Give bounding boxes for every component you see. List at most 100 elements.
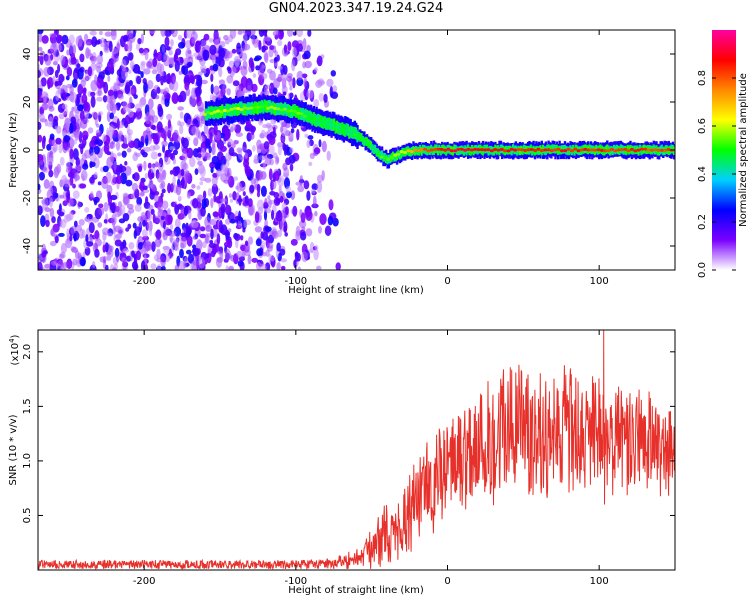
ridge-peak: [423, 147, 428, 151]
ridge-core: [210, 105, 213, 118]
noise-blob: [242, 60, 248, 70]
ridge-core: [279, 102, 283, 115]
noise-blob: [199, 65, 207, 71]
noise-blob: [199, 166, 206, 178]
noise-blob: [117, 93, 125, 100]
noise-blob: [258, 171, 262, 180]
noise-blob: [174, 60, 180, 72]
noise-blob: [228, 265, 234, 270]
noise-blob: [263, 90, 270, 97]
ridge-peak: [556, 147, 561, 151]
noise-blob: [138, 141, 145, 148]
ridge-peak: [483, 148, 488, 152]
ridge-peak: [296, 111, 301, 115]
noise-blob: [167, 119, 172, 129]
ridge-core: [432, 146, 435, 155]
noise-blob: [54, 81, 59, 87]
noise-blob: [212, 56, 217, 65]
noise-blob: [113, 104, 118, 111]
ridge-peak: [269, 105, 274, 109]
noise-blob: [240, 76, 248, 88]
noise-blob: [82, 88, 87, 96]
noise-blob: [74, 174, 81, 181]
ridge-peak: [309, 117, 314, 121]
noise-blob: [282, 162, 288, 171]
noise-blob: [224, 248, 231, 261]
noise-blob: [61, 103, 68, 110]
noise-blob: [66, 66, 73, 77]
noise-blob: [189, 95, 197, 107]
noise-blob: [142, 151, 148, 158]
noise-blob: [127, 223, 132, 230]
ridge-peak: [429, 148, 434, 152]
noise-blob: [272, 178, 277, 190]
ridge-peak: [256, 105, 261, 109]
noise-blob: [228, 228, 232, 233]
noise-blob: [261, 30, 268, 36]
noise-blob: [209, 70, 216, 75]
noise-blob: [318, 226, 322, 234]
noise-blob: [234, 58, 240, 68]
noise-blob: [95, 62, 103, 69]
noise-blob: [250, 61, 255, 73]
noise-blob: [85, 41, 91, 46]
noise-blob: [218, 67, 223, 78]
noise-blob: [285, 206, 289, 216]
noise-blob: [162, 200, 169, 210]
noise-blob: [299, 175, 304, 187]
noise-blob: [269, 59, 276, 63]
noise-blob: [49, 240, 57, 247]
ridge-peak: [660, 148, 664, 152]
noise-blob: [290, 238, 298, 246]
noise-blob: [222, 83, 227, 94]
noise-blob: [196, 185, 201, 190]
spectrogram-xtick-label: 100: [590, 276, 609, 287]
noise-blob: [48, 185, 53, 197]
noise-blob: [205, 67, 211, 76]
noise-blob: [317, 78, 325, 86]
noise-blob: [274, 62, 278, 67]
noise-blob: [269, 191, 276, 196]
noise-blob: [38, 33, 43, 43]
noise-blob: [108, 40, 113, 53]
noise-blob: [296, 128, 300, 141]
noise-blob: [81, 93, 88, 105]
noise-blob: [287, 30, 294, 37]
noise-blob: [264, 226, 272, 232]
ridge-peak: [666, 148, 671, 151]
colorbar-bar: [712, 30, 736, 270]
noise-blob: [46, 157, 54, 166]
noise-blob: [150, 263, 157, 270]
noise-blob: [219, 145, 227, 152]
noise-blob: [191, 220, 199, 229]
ridge-peak: [306, 116, 311, 120]
ridge-peak: [252, 106, 257, 110]
noise-blob: [38, 160, 45, 169]
noise-blob: [306, 190, 311, 201]
noise-blob: [92, 261, 96, 268]
noise-blob: [243, 43, 251, 51]
noise-blob: [309, 152, 315, 159]
noise-blob: [194, 74, 201, 80]
noise-blob: [77, 200, 81, 209]
ridge-peak: [609, 147, 614, 151]
noise-blob: [97, 111, 104, 116]
noise-blob: [216, 169, 222, 177]
noise-blob: [132, 222, 137, 229]
noise-blob: [129, 60, 135, 70]
noise-blob: [70, 246, 77, 252]
noise-blob: [75, 129, 80, 137]
colorbar-tick-label: 0.8: [697, 70, 708, 86]
ridge-peak: [216, 109, 221, 113]
noise-blob: [316, 265, 322, 270]
ridge-core: [516, 147, 519, 156]
colorbar-tick-label: 0.4: [697, 166, 708, 182]
noise-blob: [56, 43, 62, 52]
noise-blob: [139, 180, 145, 192]
ridge-peak: [369, 145, 374, 149]
noise-blob: [175, 238, 179, 245]
noise-blob: [238, 30, 245, 34]
snr-ylabel: SNR (10 * v/v): [8, 414, 19, 485]
noise-blob: [200, 115, 206, 125]
noise-blob: [194, 55, 202, 60]
